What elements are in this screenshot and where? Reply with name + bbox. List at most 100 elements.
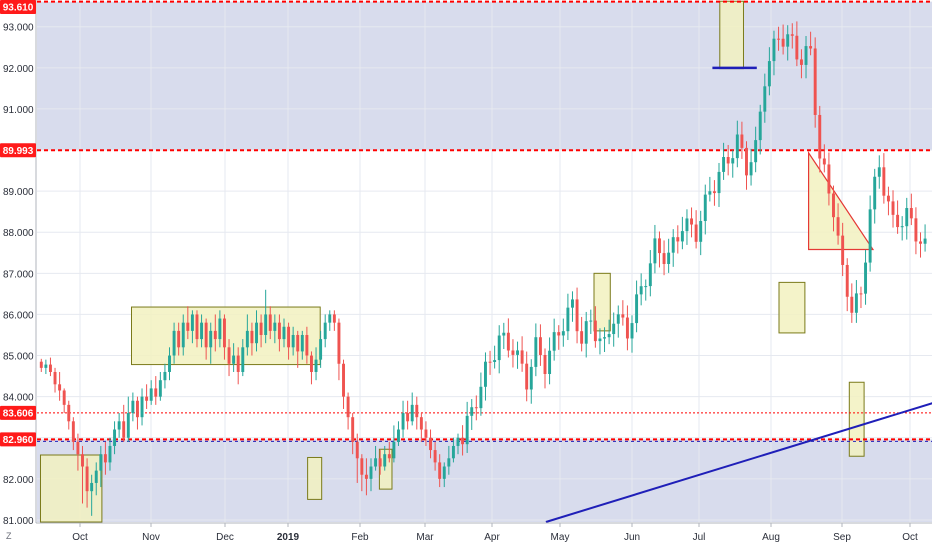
candle-body bbox=[923, 238, 927, 244]
x-tick-label: Feb bbox=[351, 532, 369, 543]
candle-body bbox=[557, 332, 561, 336]
candle-body bbox=[882, 167, 886, 196]
candle-body bbox=[410, 404, 414, 422]
x-tick-label: Sep bbox=[833, 532, 851, 543]
candle-body bbox=[442, 466, 446, 479]
candle-body bbox=[502, 332, 506, 336]
candle-body bbox=[854, 293, 858, 313]
candle-body bbox=[635, 294, 639, 324]
candle-body bbox=[451, 445, 455, 459]
candle-body bbox=[731, 158, 735, 164]
candle-body bbox=[873, 176, 877, 210]
candle-body bbox=[332, 314, 336, 323]
x-tick-label: Oct bbox=[902, 532, 918, 543]
candle-body bbox=[438, 462, 442, 479]
candle-body bbox=[447, 458, 451, 467]
candle-body bbox=[319, 339, 323, 360]
candle-body bbox=[277, 322, 281, 340]
candle-body bbox=[690, 218, 694, 225]
candle-body bbox=[429, 437, 432, 451]
candle-body bbox=[67, 404, 71, 422]
trend-line bbox=[545, 402, 932, 523]
candle-body bbox=[113, 429, 117, 446]
candle-body bbox=[685, 218, 689, 232]
candle-body bbox=[612, 323, 616, 335]
candle-body bbox=[108, 445, 112, 463]
x-tick-label: Aug bbox=[762, 532, 780, 543]
candle-body bbox=[712, 191, 716, 194]
candle-body bbox=[241, 347, 245, 372]
candle-body bbox=[474, 407, 478, 409]
candle-body bbox=[213, 330, 217, 340]
y-tick-label: 88.000 bbox=[3, 228, 34, 239]
candle-body bbox=[616, 314, 620, 324]
candle-body bbox=[300, 334, 304, 352]
candle-body bbox=[479, 386, 483, 409]
candle-body bbox=[758, 111, 762, 141]
candle-body bbox=[287, 326, 291, 348]
y-tick-label: 84.000 bbox=[3, 393, 34, 404]
level-price-labels: 93.610 89.993 83.606 82.960 bbox=[0, 0, 36, 447]
candle-body bbox=[456, 437, 460, 446]
candle-body bbox=[227, 347, 231, 364]
candle-body bbox=[218, 318, 222, 340]
candle-body bbox=[305, 334, 309, 356]
candle-body bbox=[90, 482, 94, 492]
candle-body bbox=[658, 238, 661, 254]
candle-body bbox=[53, 371, 57, 385]
candle-body bbox=[236, 355, 240, 372]
candle-body bbox=[694, 224, 698, 242]
candle-body bbox=[131, 400, 135, 414]
candle-body bbox=[488, 361, 492, 363]
candle-body bbox=[342, 363, 345, 397]
candle-body bbox=[71, 421, 75, 442]
candle-body bbox=[909, 208, 913, 219]
level-label-bg bbox=[0, 0, 36, 14]
candle-body bbox=[264, 314, 268, 335]
candle-body bbox=[424, 429, 428, 438]
level-lines bbox=[37, 0, 932, 442]
candle-body bbox=[351, 417, 355, 442]
candle-body bbox=[538, 337, 542, 355]
candle-body bbox=[149, 388, 153, 401]
level-label-bg bbox=[0, 143, 36, 158]
x-tick-label: Mar bbox=[416, 532, 434, 543]
y-tick-label: 93.000 bbox=[3, 23, 34, 34]
candle-body bbox=[117, 421, 121, 430]
candle-body bbox=[571, 299, 574, 308]
candle-body bbox=[717, 171, 721, 194]
candle-body bbox=[625, 317, 629, 339]
candle-body bbox=[745, 147, 748, 176]
candle-body bbox=[122, 421, 126, 438]
candle-body bbox=[355, 441, 359, 459]
candle-body bbox=[135, 400, 139, 418]
candle-body bbox=[81, 454, 84, 467]
shaded-zone-0 bbox=[37, 1, 932, 151]
candle-body bbox=[703, 194, 707, 222]
candle-body bbox=[383, 454, 387, 467]
candle-body bbox=[676, 237, 680, 242]
drawing-overlays bbox=[545, 66, 932, 523]
candle-body bbox=[864, 262, 868, 294]
x-tick-label: Dec bbox=[216, 532, 234, 543]
candle-body bbox=[763, 86, 767, 112]
x-tick-label: 2019 bbox=[277, 532, 300, 543]
candle-body bbox=[740, 134, 744, 148]
candle-body bbox=[841, 235, 845, 265]
candle-body bbox=[99, 454, 103, 471]
candle-body bbox=[772, 38, 776, 62]
x-axis[interactable]: Oct Nov Dec 2019 Feb Mar Apr May Jun Jul Aug Sep Oct bbox=[72, 523, 918, 543]
candle-body bbox=[172, 330, 176, 356]
candle-body bbox=[607, 334, 611, 338]
candle-body bbox=[799, 59, 803, 65]
candle-body bbox=[552, 332, 556, 351]
corner-label: Z bbox=[6, 531, 12, 541]
candle-body bbox=[268, 314, 272, 331]
y-tick-label: 87.000 bbox=[3, 269, 34, 280]
candle-body bbox=[900, 226, 904, 228]
candle-body bbox=[250, 330, 254, 344]
candle-body bbox=[667, 252, 671, 264]
candle-body bbox=[222, 318, 226, 348]
candle-body bbox=[639, 286, 643, 295]
